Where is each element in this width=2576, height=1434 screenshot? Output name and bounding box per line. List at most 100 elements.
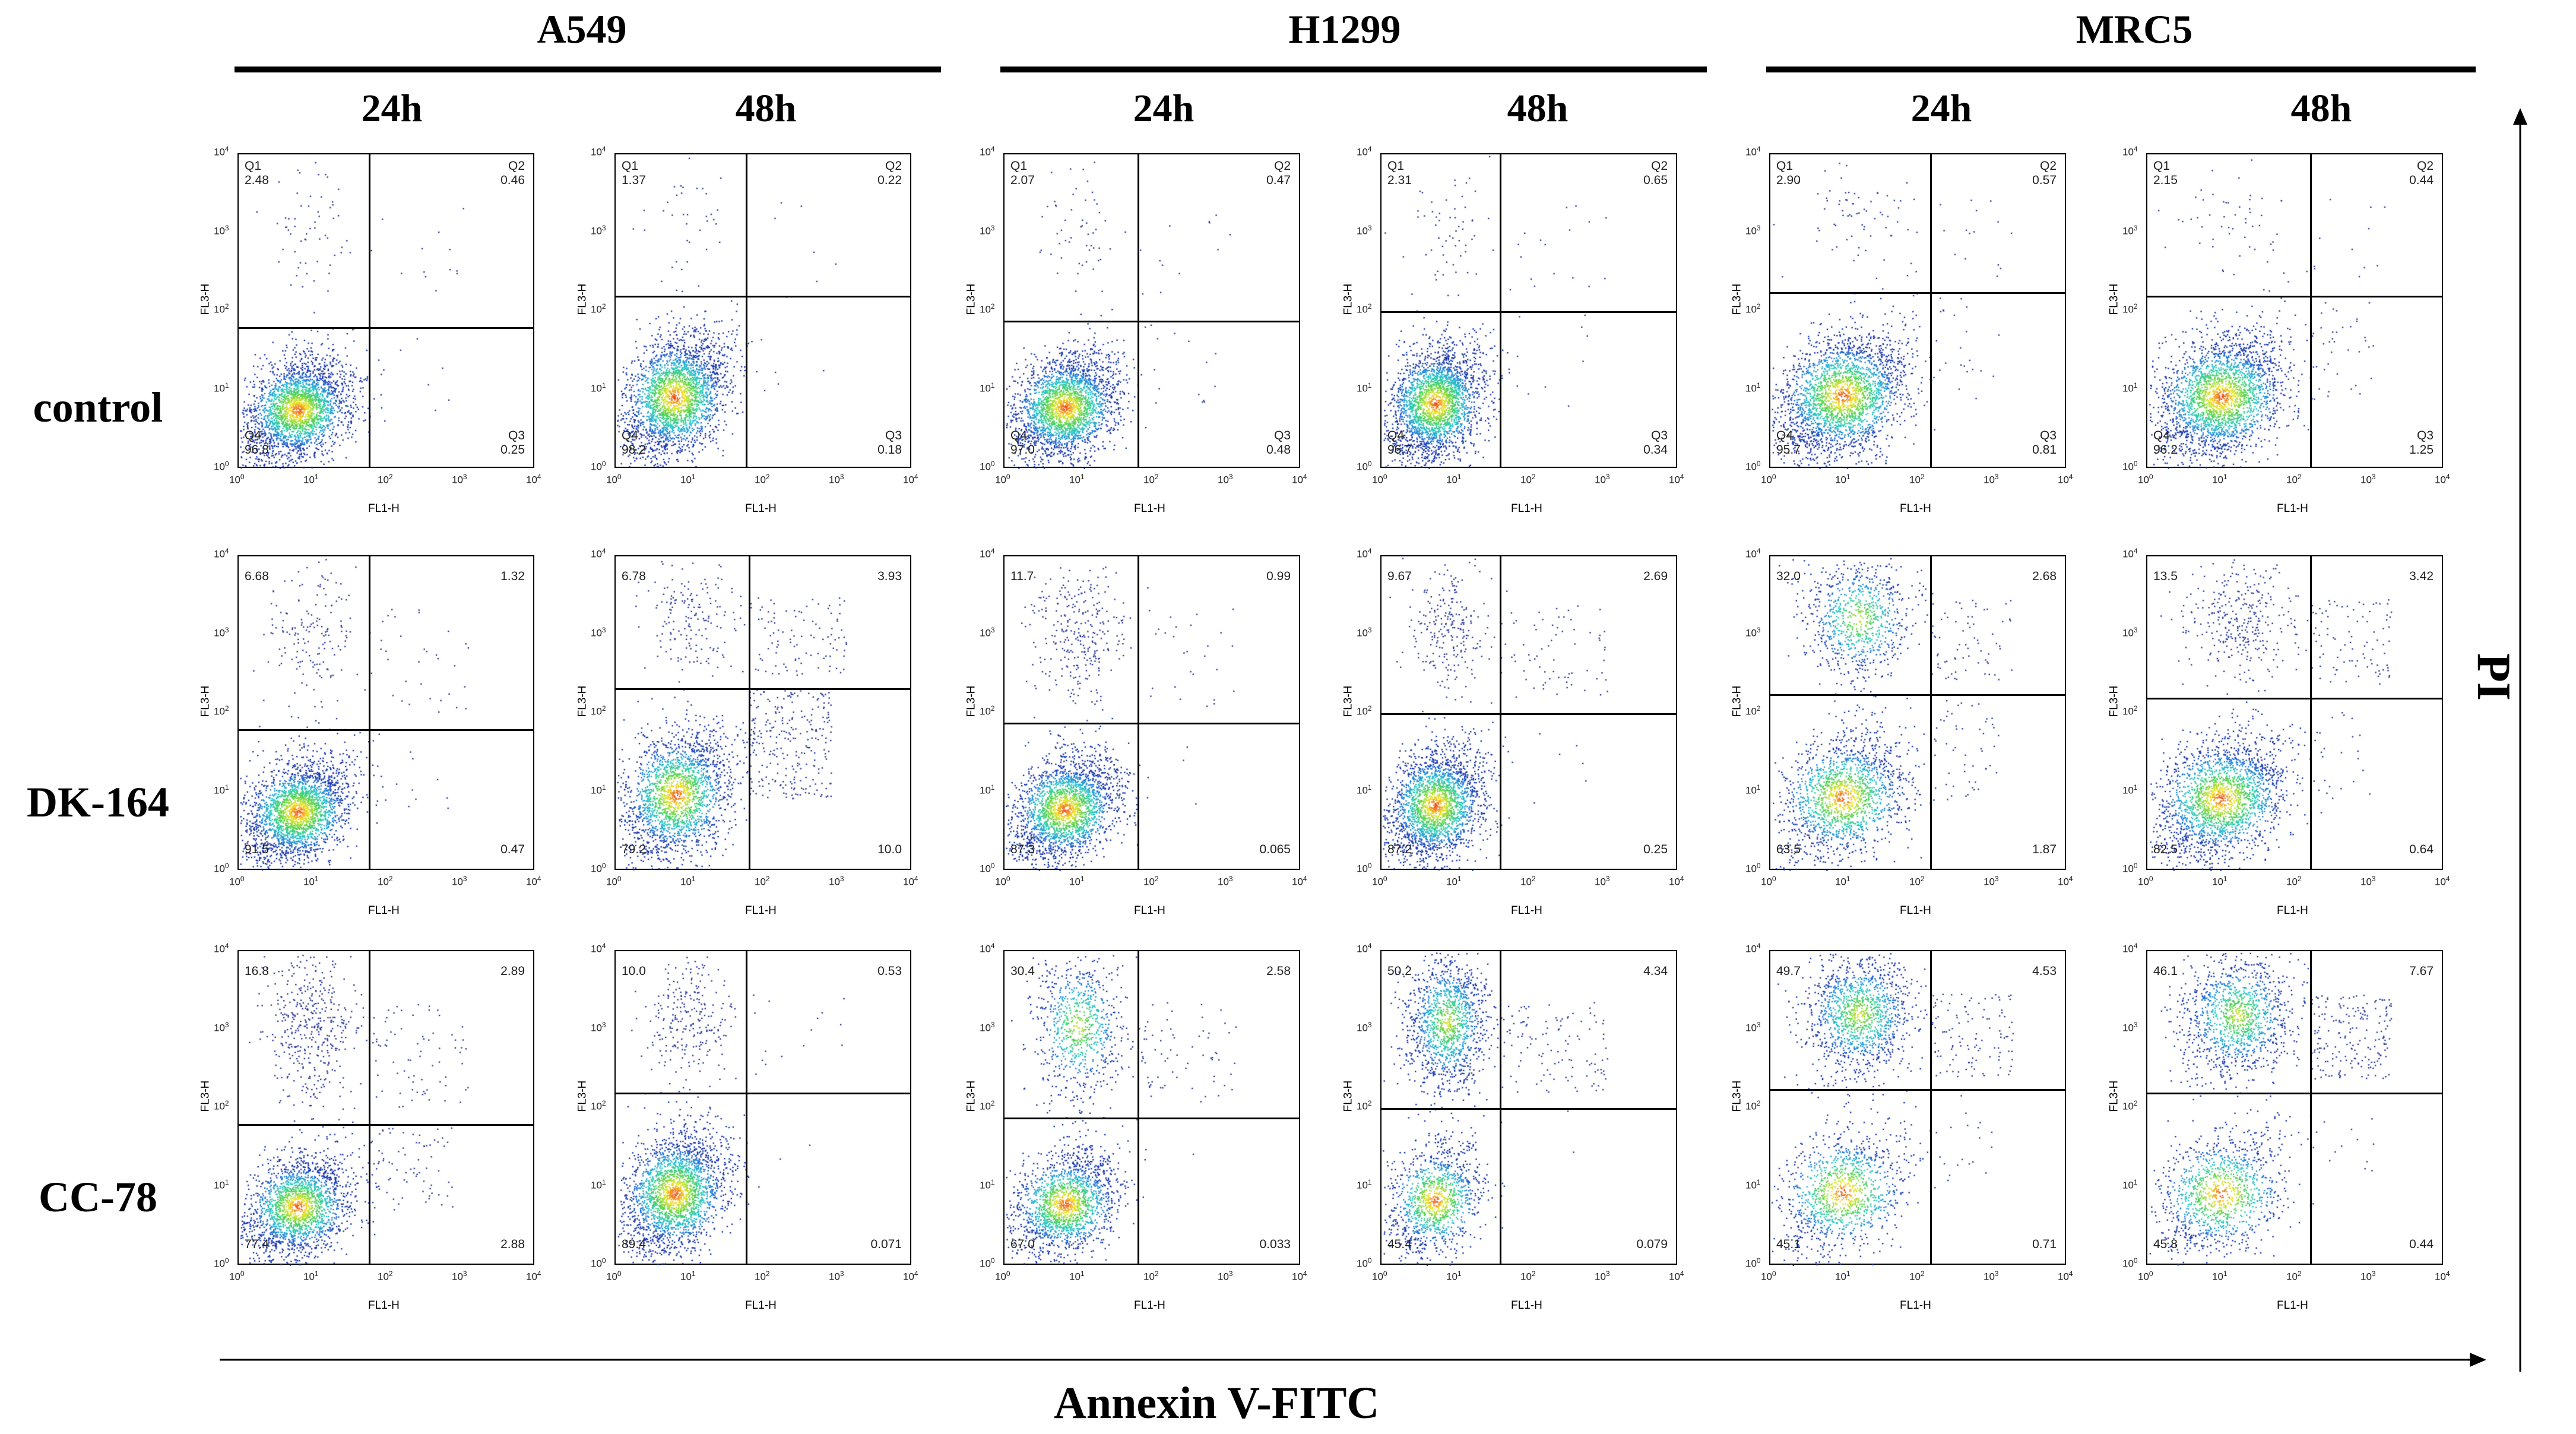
plot-area: 46.1 7.67 0.44 45.8	[2146, 950, 2444, 1266]
y-tick-base: 10	[2122, 548, 2134, 560]
panel-h1299-24h-dk-164: 11.7 0.99 0.065 87.3 100 101 102 103 104 100 101 10…	[962, 547, 1307, 923]
quadrant-q3: Q3 0.25	[500, 429, 525, 457]
quadrant-q1-value: 2.90	[1776, 173, 1801, 187]
y-tick: 101	[2122, 381, 2138, 395]
x-tick: 102	[755, 473, 770, 486]
x-tick: 102	[1909, 473, 1925, 486]
scatter-points	[239, 556, 536, 871]
quadrant-q1: Q1 2.90	[1776, 159, 1801, 188]
x-tick-base: 10	[995, 1271, 1006, 1283]
x-tick-base: 10	[1446, 474, 1457, 486]
x-tick-base: 10	[1835, 876, 1846, 888]
x-tick-exp: 4	[537, 875, 541, 883]
y-tick-exp: 0	[1756, 460, 1761, 468]
y-tick-exp: 4	[1367, 547, 1372, 555]
y-tick: 102	[214, 302, 229, 316]
y-tick: 100	[2122, 1256, 2138, 1270]
x-tick-exp: 3	[1994, 1270, 1999, 1278]
x-tick-exp: 2	[765, 875, 770, 883]
panel-h1299-24h-control: Q1 2.07 Q2 0.47 Q3 0.48 Q4 97.0 100 101 102 103 104 1…	[962, 145, 1307, 521]
x-tick-base: 10	[2058, 876, 2069, 888]
quadrant-q1: 46.1	[2153, 964, 2178, 979]
y-axis-title: PI	[2467, 653, 2520, 701]
y-tick-exp: 4	[990, 145, 995, 153]
y-tick: 100	[1357, 1256, 1372, 1270]
y-tick-exp: 2	[601, 704, 606, 713]
quadrant-q1: Q1 2.48	[245, 159, 269, 188]
x-tick: 103	[2360, 473, 2376, 486]
quadrant-q1: Q1 2.15	[2153, 159, 2178, 188]
x-tick-base: 10	[1909, 1271, 1921, 1283]
panel-y-label: FL3-H	[199, 1080, 212, 1112]
y-tick: 104	[1357, 942, 1372, 955]
y-tick-exp: 3	[224, 1020, 229, 1029]
y-tick-exp: 0	[990, 1256, 995, 1265]
y-tick-exp: 4	[224, 145, 229, 153]
quadrant-q3: Q3 0.34	[1643, 429, 1668, 457]
x-tick-exp: 3	[462, 875, 467, 883]
y-tick: 100	[214, 1256, 229, 1270]
x-tick-exp: 2	[765, 1270, 770, 1278]
y-tick-base: 10	[214, 1022, 225, 1034]
y-tick: 104	[214, 547, 229, 561]
x-tick-exp: 1	[691, 1270, 696, 1278]
quadrant-q2: 7.67	[2409, 964, 2434, 979]
x-tick: 103	[1595, 1270, 1610, 1283]
quadrant-q4-label: Q4	[245, 429, 262, 442]
y-tick-base: 10	[1745, 784, 1757, 796]
scatter-points	[2147, 951, 2444, 1266]
panel-a549-48h-dk-164: 6.78 3.93 10.0 79.2 100 101 102 103 104 100 101 102…	[573, 547, 918, 923]
panel-mrc5-24h-control: Q1 2.90 Q2 0.57 Q3 0.81 Q4 95.7 100 101 102 103 104 1…	[1728, 145, 2073, 521]
x-tick: 103	[452, 473, 467, 486]
y-tick: 100	[591, 460, 606, 473]
quadrant-q3: Q3 0.81	[2032, 429, 2057, 457]
y-tick-exp: 3	[1367, 223, 1372, 232]
quadrant-q1-value: 30.4	[1010, 964, 1035, 978]
y-tick-base: 10	[1745, 548, 1757, 560]
x-tick: 100	[1372, 1270, 1387, 1283]
x-tick: 103	[829, 875, 844, 888]
x-tick: 102	[2286, 473, 2302, 486]
x-tick-base: 10	[1595, 1271, 1606, 1283]
x-tick: 102	[755, 875, 770, 888]
y-tick: 102	[214, 704, 229, 718]
panel-x-label: FL1-H	[368, 904, 400, 917]
panel-y-label: FL3-H	[965, 283, 978, 315]
x-tick-base: 10	[1835, 474, 1846, 486]
y-tick-exp: 2	[2133, 704, 2138, 713]
y-tick: 104	[1745, 942, 1761, 955]
y-tick-exp: 2	[224, 302, 229, 311]
y-tick-exp: 0	[2133, 460, 2138, 468]
panel-x-label: FL1-H	[1900, 904, 1931, 917]
quadrant-q1-value: 6.68	[245, 569, 269, 583]
panel-h1299-48h-control: Q1 2.31 Q2 0.65 Q3 0.34 Q4 96.7 100 101 102 103 104 1…	[1339, 145, 1684, 521]
quadrant-q2: 0.53	[877, 964, 902, 979]
y-tick-base: 10	[591, 943, 602, 955]
y-tick-base: 10	[2122, 1100, 2134, 1112]
x-tick: 101	[2212, 473, 2228, 486]
quadrant-q1: 9.67	[1387, 569, 1412, 584]
x-tick-base: 10	[1984, 1271, 1995, 1283]
quadrant-hline	[1382, 311, 1676, 313]
x-tick-base: 10	[2286, 876, 2298, 888]
quadrant-q4-value: 91.5	[245, 843, 269, 856]
quadrant-q3-value: 0.033	[1259, 1237, 1291, 1251]
quadrant-q3: 1.87	[2032, 843, 2057, 857]
x-tick-base: 10	[1669, 474, 1680, 486]
quadrant-q1-value: 1.37	[622, 173, 646, 187]
y-tick-base: 10	[591, 146, 602, 158]
y-tick-base: 10	[214, 146, 225, 158]
x-tick-exp: 1	[1080, 1270, 1085, 1278]
x-tick-exp: 0	[617, 875, 622, 883]
x-tick-base: 10	[2435, 876, 2446, 888]
y-axis-arrow	[2513, 108, 2527, 1372]
scatter-points	[1005, 951, 1301, 1266]
x-tick-exp: 4	[2445, 875, 2450, 883]
panel-a549-48h-control: Q1 1.37 Q2 0.22 Q3 0.18 Q4 98.2 100 101 102 103 104 1…	[573, 145, 918, 521]
quadrant-q4-value: 63.5	[1776, 843, 1801, 856]
x-tick-base: 10	[1446, 1271, 1457, 1283]
panel-y-label: FL3-H	[2108, 1080, 2121, 1112]
y-tick: 100	[1357, 862, 1372, 875]
quadrant-vline	[1930, 951, 1932, 1264]
quadrant-q4-value: 96.8	[245, 443, 269, 457]
